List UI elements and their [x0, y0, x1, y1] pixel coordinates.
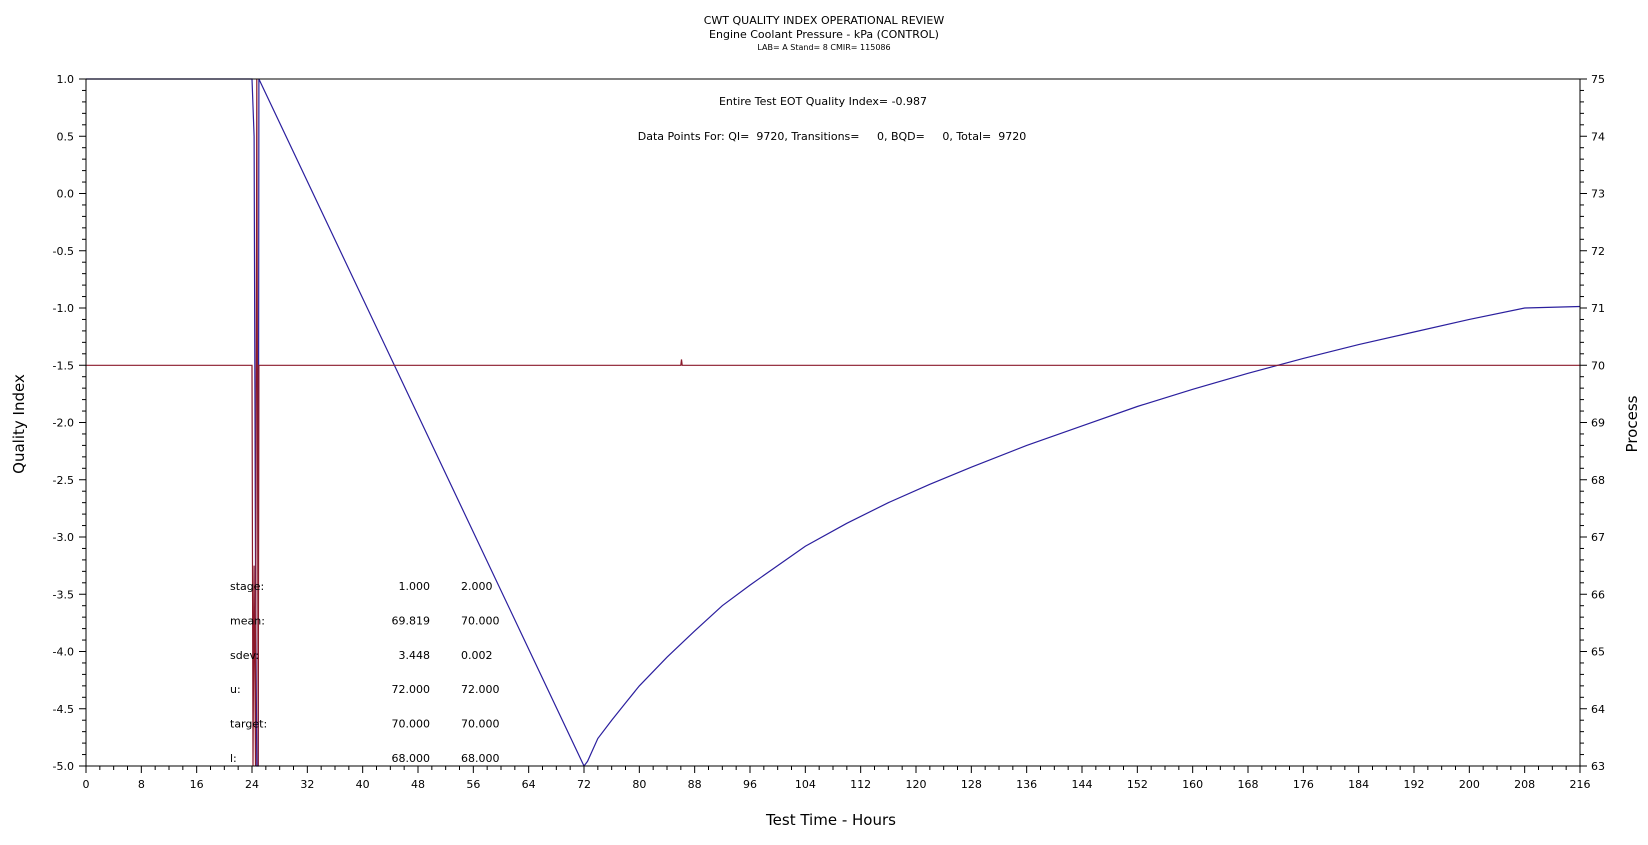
y-left-tick-label: -1.5: [53, 359, 74, 372]
stats-row-label: u:: [230, 683, 241, 696]
x-axis: 0 8 16 24 32 40 48 56 64 72 80 88 96 104 112 120 128 136 1…: [83, 766, 1591, 791]
stats-value-stage2: 68.000: [461, 752, 500, 765]
chart-title: CWT QUALITY INDEX OPERATIONAL REVIEW: [703, 14, 945, 27]
x-tick-label: 112: [850, 778, 871, 791]
stats-value-stage2: 0.002: [461, 649, 493, 662]
x-tick-label: 24: [245, 778, 259, 791]
process-series-line: [86, 78, 1580, 767]
y-left-tick-label: 0.0: [57, 188, 75, 201]
stats-value-stage1: 70.000: [392, 718, 431, 731]
quality-index-series-line: [86, 78, 1581, 768]
y-right-tick-label: 64: [1591, 703, 1605, 716]
plot-frame: [85, 78, 1581, 767]
stats-row-label: stage:: [230, 580, 264, 593]
x-tick-label: 56: [466, 778, 480, 791]
y-left-tick-label: -4.0: [53, 646, 74, 659]
y-right-tick-label: 68: [1591, 474, 1605, 487]
x-tick-label: 160: [1182, 778, 1203, 791]
y-right-tick-label: 69: [1591, 417, 1605, 430]
stats-table: stage: 1.000 2.000 mean: 69.819 70.000 sdev: 3.…: [230, 580, 500, 765]
y-right-tick-label: 70: [1591, 359, 1605, 372]
x-tick-label: 16: [190, 778, 204, 791]
stats-value-stage1: 68.000: [392, 752, 431, 765]
x-tick-label: 128: [961, 778, 982, 791]
y-left-tick-label: -4.5: [53, 703, 74, 716]
y-right-tick-label: 67: [1591, 531, 1605, 544]
x-tick-label: 208: [1514, 778, 1535, 791]
stats-row-label: target:: [230, 718, 267, 731]
y-right-tick-label: 65: [1591, 646, 1605, 659]
y-left-tick-label: -2.5: [53, 474, 74, 487]
stats-value-stage2: 70.000: [461, 614, 500, 627]
y-left-tick-label: -1.0: [53, 302, 74, 315]
x-tick-label: 200: [1459, 778, 1480, 791]
x-tick-label: 120: [906, 778, 927, 791]
x-tick-label: 72: [577, 778, 591, 791]
x-tick-label: 184: [1348, 778, 1369, 791]
stats-value-stage2: 72.000: [461, 683, 500, 696]
y-axis-left: 1.0 0.5 0.0 -0.5 -1.0 -1.5 -2.0 -2.5 -3.0 -3.5 -4.…: [53, 73, 86, 773]
x-tick-label: 216: [1570, 778, 1591, 791]
y-right-tick-label: 75: [1591, 73, 1605, 86]
x-tick-label: 104: [795, 778, 816, 791]
stats-row-label: l:: [230, 752, 237, 765]
chart-info-line: LAB= A Stand= 8 CMIR= 115086: [757, 43, 891, 52]
stats-value-stage2: 70.000: [461, 718, 500, 731]
x-tick-label: 88: [688, 778, 702, 791]
x-tick-label: 192: [1404, 778, 1425, 791]
y-left-tick-label: 1.0: [57, 73, 75, 86]
chart-title-block: CWT QUALITY INDEX OPERATIONAL REVIEW Eng…: [0, 14, 1648, 53]
x-tick-label: 152: [1127, 778, 1148, 791]
x-tick-label: 8: [138, 778, 145, 791]
y-right-tick-label: 71: [1591, 302, 1605, 315]
x-tick-label: 0: [83, 778, 90, 791]
series-layer: [86, 78, 1581, 768]
y-left-tick-label: -3.0: [53, 531, 74, 544]
y-right-tick-label: 73: [1591, 188, 1605, 201]
x-tick-label: 168: [1238, 778, 1259, 791]
y-left-tick-label: -3.5: [53, 588, 74, 601]
x-axis-label: Test Time - Hours: [765, 811, 896, 829]
stats-value-stage1: 72.000: [392, 683, 431, 696]
x-tick-label: 136: [1016, 778, 1037, 791]
stats-row-label: sdev:: [230, 649, 259, 662]
y-right-tick-label: 72: [1591, 245, 1605, 258]
stats-value-stage2: 2.000: [461, 580, 493, 593]
x-tick-label: 40: [356, 778, 370, 791]
y-axis-label-right: Process: [1623, 395, 1641, 452]
x-tick-label: 96: [743, 778, 757, 791]
x-tick-label: 144: [1072, 778, 1093, 791]
x-tick-label: 80: [632, 778, 646, 791]
y-axis-label-left: Quality Index: [10, 374, 28, 474]
stats-row-label: mean:: [230, 614, 265, 627]
y-right-tick-label: 66: [1591, 588, 1605, 601]
y-axis-right: 75 74 73 72 71 70 69 68 67 66 65 64 63: [1580, 73, 1605, 773]
y-right-tick-label: 74: [1591, 130, 1605, 143]
x-tick-label: 48: [411, 778, 425, 791]
chart-subtitle: Engine Coolant Pressure - kPa (CONTROL): [709, 28, 939, 41]
x-tick-label: 64: [522, 778, 536, 791]
stats-value-stage1: 3.448: [399, 649, 431, 662]
y-left-tick-label: -2.0: [53, 417, 74, 430]
y-left-tick-label: -5.0: [53, 760, 74, 773]
y-left-tick-label: 0.5: [57, 130, 75, 143]
x-tick-label: 176: [1293, 778, 1314, 791]
y-right-tick-label: 63: [1591, 760, 1605, 773]
stats-value-stage1: 69.819: [392, 614, 431, 627]
points-summary: Data Points For: QI= 9720, Transitions= …: [638, 130, 1026, 143]
x-tick-label: 32: [300, 778, 314, 791]
stats-value-stage1: 1.000: [399, 580, 431, 593]
y-left-tick-label: -0.5: [53, 245, 74, 258]
qi-summary: Entire Test EOT Quality Index= -0.987: [719, 95, 927, 108]
